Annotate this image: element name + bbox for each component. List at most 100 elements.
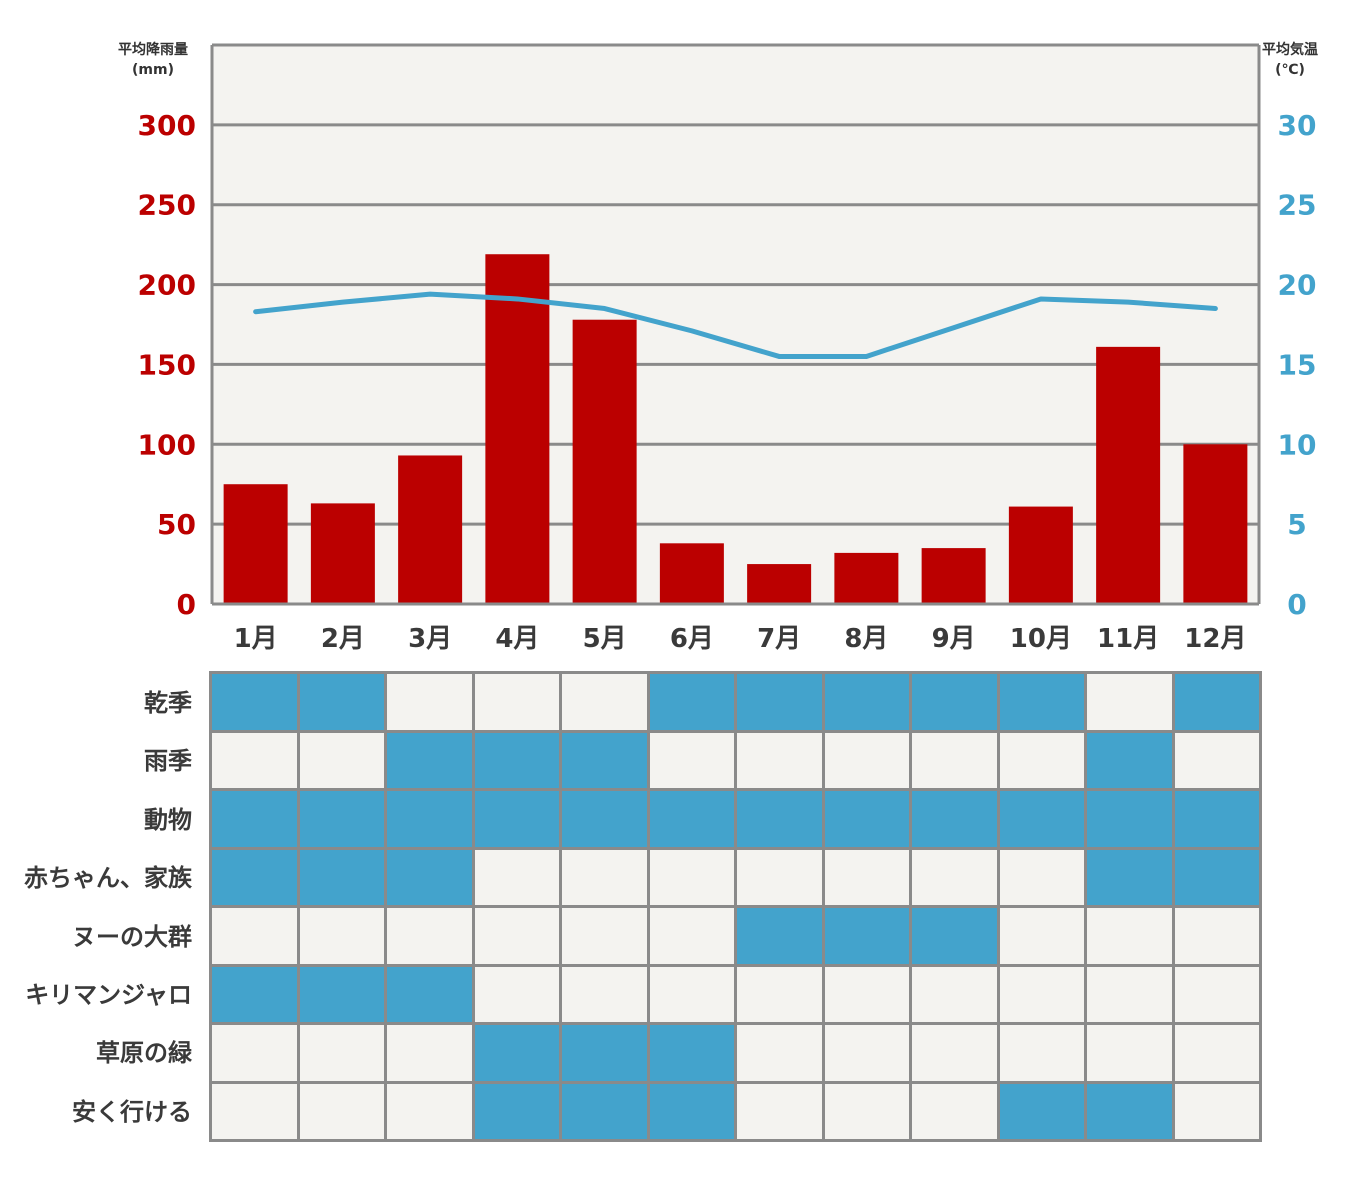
- season-grid: [209, 671, 1262, 1142]
- season-cell-inactive: [912, 1025, 997, 1081]
- season-cell-active: [387, 791, 472, 847]
- x-tick-label: 10月: [1010, 624, 1072, 654]
- season-cell-inactive: [1174, 732, 1259, 788]
- season-cell-active: [387, 849, 472, 905]
- season-cell-active: [299, 791, 384, 847]
- season-cell-active: [299, 966, 384, 1022]
- season-cell-inactive: [562, 908, 647, 964]
- season-cell-inactive: [1087, 966, 1172, 1022]
- right-tick-label: 15: [1278, 348, 1317, 381]
- left-tick-label: 250: [138, 189, 196, 222]
- season-cell-active: [299, 849, 384, 905]
- season-cell-inactive: [649, 966, 734, 1022]
- season-cell-inactive: [387, 908, 472, 964]
- x-tick-label: 12月: [1184, 624, 1246, 654]
- season-cell-active: [212, 966, 297, 1022]
- x-tick-label: 9月: [932, 624, 976, 654]
- season-cell-inactive: [562, 966, 647, 1022]
- season-cell-active: [999, 791, 1084, 847]
- rain-bar: [659, 543, 724, 604]
- season-cell-inactive: [824, 966, 909, 1022]
- season-cell-inactive: [387, 1083, 472, 1139]
- x-tick-label: 1月: [234, 624, 278, 654]
- x-tick-label: 5月: [583, 624, 627, 654]
- season-cell-active: [649, 1025, 734, 1081]
- x-tick-label: 4月: [495, 624, 539, 654]
- season-cell-inactive: [737, 966, 822, 1022]
- rain-bar: [747, 564, 812, 604]
- season-cell-active: [562, 791, 647, 847]
- season-cell-active: [1087, 732, 1172, 788]
- season-cell-inactive: [824, 849, 909, 905]
- season-cell-inactive: [1174, 966, 1259, 1022]
- season-cell-inactive: [1087, 674, 1172, 730]
- season-cell-active: [737, 674, 822, 730]
- season-cell-active: [562, 1025, 647, 1081]
- left-tick-label: 100: [138, 428, 196, 461]
- season-cell-active: [649, 1083, 734, 1139]
- season-cell-inactive: [299, 1083, 384, 1139]
- rain-bar: [1008, 506, 1073, 604]
- right-tick-label: 20: [1278, 269, 1317, 302]
- right-tick-label: 25: [1278, 189, 1317, 222]
- season-row-label: 動物: [144, 805, 192, 834]
- season-cell-inactive: [1087, 1025, 1172, 1081]
- season-row-label: 雨季: [144, 747, 192, 776]
- season-row-label: 赤ちゃん、家族: [24, 864, 192, 893]
- season-cell-active: [562, 732, 647, 788]
- season-row-label: ヌーの大群: [72, 922, 192, 951]
- left-axis-title-line2: (mm): [132, 62, 174, 78]
- season-cell-inactive: [299, 908, 384, 964]
- season-row-label: キリマンジャロ: [25, 980, 192, 1009]
- season-cell-inactive: [824, 1025, 909, 1081]
- season-cell-active: [212, 791, 297, 847]
- season-row-labels: 乾季 雨季 動物 赤ちゃん、家族 ヌーの大群 キリマンジャロ 草原の緑 安く行ける: [0, 674, 192, 1141]
- season-cell-inactive: [912, 1083, 997, 1139]
- season-cell-inactive: [649, 908, 734, 964]
- season-cell-inactive: [912, 966, 997, 1022]
- season-cell-active: [387, 966, 472, 1022]
- season-cell-inactive: [912, 732, 997, 788]
- season-cell-active: [474, 732, 559, 788]
- plot-area: [212, 45, 1259, 604]
- season-cell-inactive: [299, 1025, 384, 1081]
- season-cell-inactive: [212, 732, 297, 788]
- season-row-label: 乾季: [144, 689, 192, 717]
- season-cell-inactive: [649, 732, 734, 788]
- right-tick-label: 30: [1278, 109, 1317, 142]
- left-tick-label: 300: [138, 109, 196, 142]
- season-cell-inactive: [912, 849, 997, 905]
- season-cell-inactive: [212, 1025, 297, 1081]
- x-tick-label: 6月: [670, 624, 714, 654]
- temperature-line: [253, 291, 1218, 359]
- season-cell-active: [474, 1083, 559, 1139]
- season-cell-inactive: [1174, 1083, 1259, 1139]
- season-cell-inactive: [474, 674, 559, 730]
- season-cell-active: [912, 908, 997, 964]
- season-cell-active: [212, 849, 297, 905]
- season-cell-active: [212, 674, 297, 730]
- season-cell-inactive: [824, 1083, 909, 1139]
- season-cell-active: [474, 1025, 559, 1081]
- rain-bar: [572, 319, 637, 604]
- rain-bar: [921, 548, 986, 604]
- season-cell-inactive: [737, 732, 822, 788]
- right-axis-title-line1: 平均気温: [1262, 42, 1318, 58]
- rain-bar: [834, 552, 899, 604]
- season-cell-inactive: [649, 849, 734, 905]
- left-tick-label: 150: [138, 348, 196, 381]
- rain-bar: [310, 503, 375, 604]
- season-cell-active: [649, 791, 734, 847]
- season-cell-inactive: [999, 966, 1084, 1022]
- season-cell-inactive: [737, 1083, 822, 1139]
- season-cell-inactive: [562, 674, 647, 730]
- season-cell-active: [1087, 1083, 1172, 1139]
- right-tick-label: 10: [1278, 428, 1317, 461]
- season-cell-active: [649, 674, 734, 730]
- season-cell-inactive: [1174, 1025, 1259, 1081]
- season-cell-active: [999, 674, 1084, 730]
- season-cell-active: [912, 674, 997, 730]
- x-tick-label: 7月: [757, 624, 801, 654]
- right-axis-title: 平均気温 (℃): [1262, 40, 1318, 80]
- season-cell-active: [1174, 674, 1259, 730]
